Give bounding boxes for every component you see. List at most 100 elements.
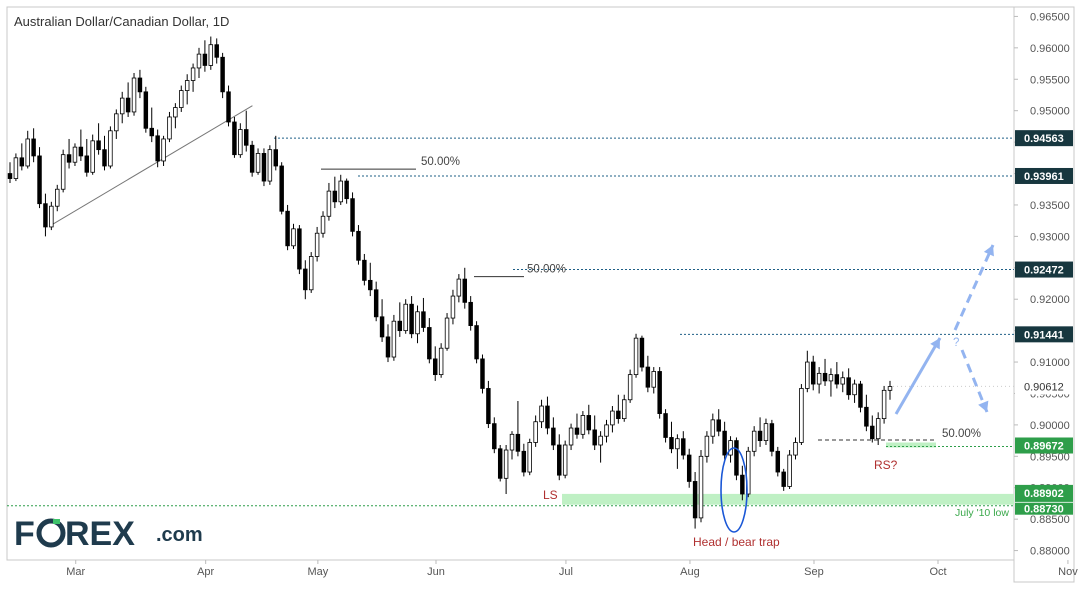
candle-body-down <box>810 361 816 385</box>
price-tag-bg <box>1015 167 1073 184</box>
candle-83 <box>497 445 503 482</box>
candle-body-up <box>633 337 639 376</box>
candle-87 <box>521 443 527 477</box>
candle-41 <box>249 140 255 177</box>
price-tag-bg <box>1015 326 1073 343</box>
candle-58 <box>350 192 355 237</box>
candle-body-up <box>568 427 574 446</box>
candle-89 <box>533 415 538 447</box>
price-tag-0.91441: 0.91441 <box>1015 326 1073 343</box>
candle-79 <box>474 321 479 364</box>
y-tick-label: 0.93500 <box>1030 200 1070 212</box>
candle-49 <box>297 225 302 275</box>
candle-body-up <box>828 374 834 382</box>
candle-140 <box>834 362 840 389</box>
candle-20 <box>125 82 131 117</box>
candle-body-down <box>427 327 432 360</box>
logo-suffix: .com <box>156 524 203 546</box>
candle-16 <box>102 135 107 171</box>
candle-88 <box>527 438 532 476</box>
candle-69 <box>415 305 420 344</box>
candle-33 <box>202 40 208 72</box>
y-tick-label: 0.93000 <box>1030 231 1070 243</box>
candle-42 <box>255 148 261 175</box>
candle-body-down <box>497 448 503 479</box>
candle-112 <box>669 421 674 454</box>
candle-body-up <box>308 256 314 291</box>
candle-body-up <box>108 130 113 167</box>
candle-body-down <box>586 415 592 431</box>
candle-body-down <box>592 429 597 446</box>
price-tag-0.92472: 0.92472 <box>1015 261 1073 278</box>
candle-body-up <box>55 188 60 207</box>
candle-body-down <box>663 413 668 438</box>
candle-body-up <box>710 419 716 437</box>
candle-115 <box>686 448 692 488</box>
candle-135 <box>805 350 810 393</box>
candle-113 <box>675 434 680 469</box>
price-tag-bg <box>1015 130 1073 147</box>
price-tag-bg <box>1015 502 1073 515</box>
y-tick-label: 0.95500 <box>1030 74 1070 86</box>
candle-body-up <box>326 190 332 217</box>
candle-103 <box>616 394 621 424</box>
candle-34 <box>208 36 214 70</box>
candle-body-down <box>669 437 674 450</box>
candle-148 <box>881 385 887 424</box>
candle-body-up <box>698 455 704 519</box>
candle-body-down <box>220 56 225 93</box>
zones-layer <box>7 442 1014 507</box>
head-ellipse <box>720 447 748 533</box>
candle-body-down <box>350 198 355 232</box>
right-shoulder-label: RS? <box>874 458 898 472</box>
candle-15 <box>96 123 101 155</box>
candle-body-down <box>297 228 302 270</box>
price-tag-bg <box>1015 378 1073 395</box>
y-tick-label: 0.89500 <box>1030 451 1070 463</box>
logo-globe-icon <box>36 518 66 548</box>
candle-37 <box>226 85 231 127</box>
candle-body-up <box>338 180 343 203</box>
candle-96 <box>574 413 580 439</box>
fib-label-2: 50.00% <box>527 264 566 276</box>
candle-body-down <box>102 149 107 167</box>
candle-body-down <box>7 173 13 179</box>
candle-29 <box>179 85 184 112</box>
head-label: Head / bear trap <box>693 535 780 549</box>
candle-body-down <box>125 97 131 113</box>
candle-71 <box>427 318 432 364</box>
support-zone <box>562 493 1014 505</box>
candle-146 <box>870 415 875 443</box>
candle-body-up <box>562 444 568 476</box>
candle-94 <box>562 440 568 479</box>
candle-74 <box>444 313 450 351</box>
candle-104 <box>621 394 627 422</box>
candle-38 <box>232 116 237 158</box>
price-tag-label: 0.92472 <box>1024 265 1064 277</box>
candle-30 <box>184 74 190 105</box>
candle-body-down <box>249 144 255 173</box>
candle-110 <box>657 367 662 419</box>
candle-126 <box>751 426 757 457</box>
candle-body-up <box>403 303 408 332</box>
candle-body-down <box>681 438 686 456</box>
candle-95 <box>568 423 574 451</box>
candle-136 <box>810 355 816 391</box>
candle-31 <box>190 63 196 92</box>
candle-127 <box>757 417 763 447</box>
candle-130 <box>775 446 781 477</box>
candle-body-down <box>155 135 160 162</box>
candle-body-up <box>131 77 137 113</box>
candle-body-up <box>173 107 178 118</box>
candle-133 <box>793 437 798 460</box>
candle-body-up <box>627 374 633 401</box>
candle-body-down <box>468 301 473 327</box>
projection-arrow-down-dashed <box>960 349 989 413</box>
candle-123 <box>734 437 739 481</box>
logo-f: F <box>14 515 35 553</box>
candle-0 <box>7 162 13 183</box>
candle-24 <box>149 107 154 143</box>
candle-51 <box>308 252 314 293</box>
